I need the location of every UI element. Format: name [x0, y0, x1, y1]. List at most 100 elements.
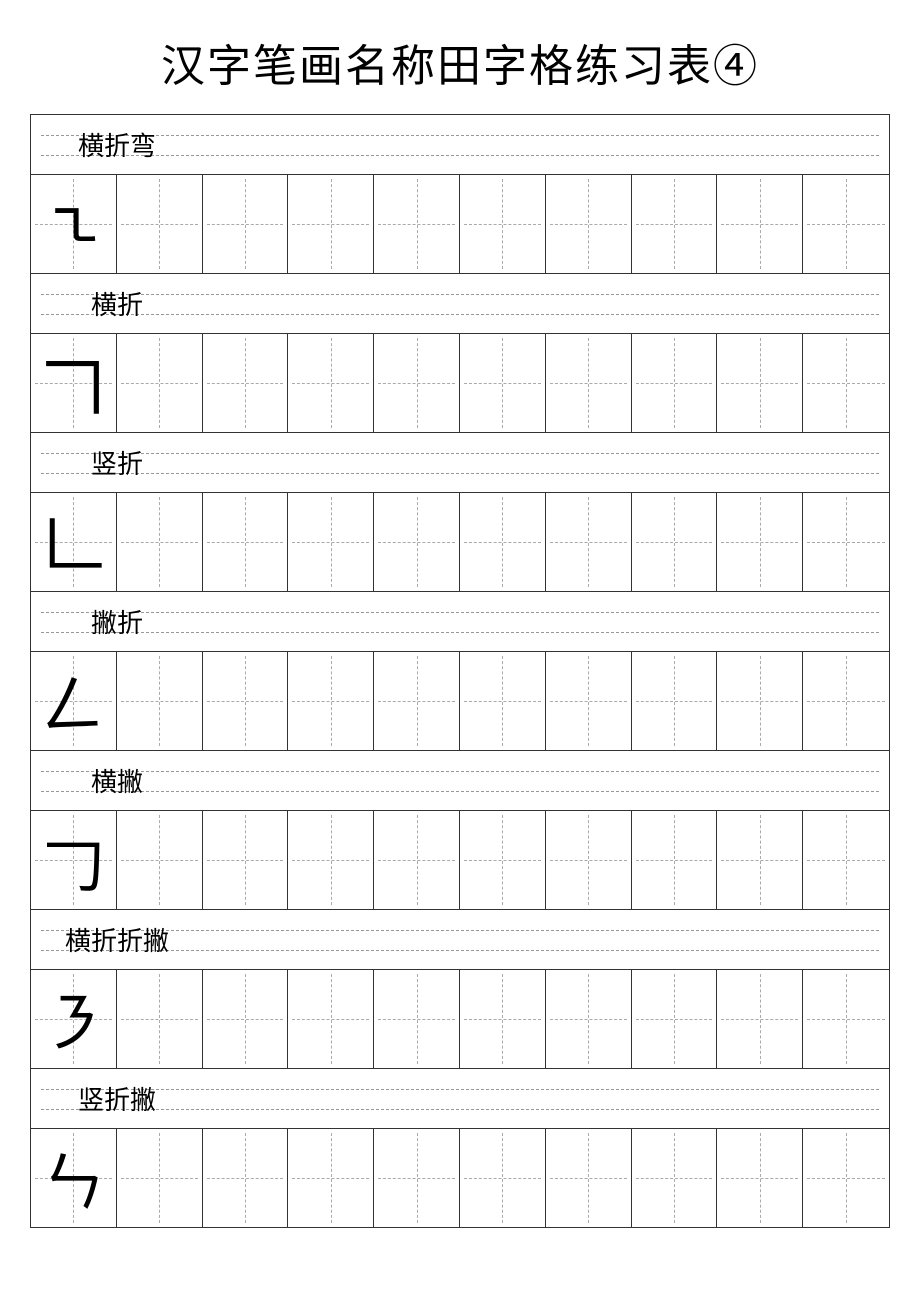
- stroke-name-label: 横撇: [31, 751, 203, 810]
- stroke-glyph: 𠃍: [31, 334, 116, 432]
- tian-cell: [288, 970, 374, 1068]
- stroke-pair: 横折弯㇍: [31, 115, 889, 274]
- tian-cell: [374, 811, 460, 909]
- label-blank: [203, 274, 889, 333]
- tian-cell: [803, 1129, 889, 1227]
- tian-cell: [803, 175, 889, 273]
- stroke-pair: 横折折撇㇋: [31, 910, 889, 1069]
- tian-cell: [460, 493, 546, 591]
- label-row: 横折折撇: [31, 910, 889, 970]
- stroke-name-label: 竖折撇: [31, 1069, 203, 1128]
- tian-cell: [117, 493, 203, 591]
- tian-cell: [546, 334, 632, 432]
- label-blank: [203, 433, 889, 492]
- practice-row: 𠃋: [31, 652, 889, 750]
- label-row: 竖折撇: [31, 1069, 889, 1129]
- tian-cell: [203, 652, 289, 750]
- tian-cell: ㄣ: [31, 1129, 117, 1227]
- tian-cell: [374, 1129, 460, 1227]
- stroke-glyph: 𠃌: [31, 811, 116, 909]
- tian-cell: [632, 334, 718, 432]
- practice-row: ㇋: [31, 970, 889, 1068]
- tian-cell: [288, 493, 374, 591]
- tian-cell: [203, 970, 289, 1068]
- stroke-pair: 横折𠃍: [31, 274, 889, 433]
- tian-cell: [374, 334, 460, 432]
- tian-cell: [374, 493, 460, 591]
- stroke-name-label: 横折弯: [31, 115, 203, 174]
- tian-cell: [460, 811, 546, 909]
- tian-cell: [460, 175, 546, 273]
- tian-cell: [632, 493, 718, 591]
- stroke-glyph: ㇋: [31, 970, 116, 1068]
- tian-cell: 𠃋: [31, 652, 117, 750]
- tian-cell: [288, 652, 374, 750]
- tian-cell: [117, 652, 203, 750]
- label-row: 竖折: [31, 433, 889, 493]
- tian-cell: [717, 493, 803, 591]
- tian-cell: [374, 652, 460, 750]
- tian-cell: [288, 175, 374, 273]
- practice-row: 𠃊: [31, 493, 889, 591]
- tian-cell: ㇍: [31, 175, 117, 273]
- tian-cell: [203, 1129, 289, 1227]
- stroke-name-label: 竖折: [31, 433, 203, 492]
- label-blank: [203, 751, 889, 810]
- stroke-name-label: 横折折撇: [31, 910, 203, 969]
- tian-cell: [717, 334, 803, 432]
- tian-cell: [203, 493, 289, 591]
- stroke-glyph: 𠃊: [31, 493, 116, 591]
- practice-sheet: 横折弯㇍横折𠃍竖折𠃊撇折𠃋横撇𠃌横折折撇㇋竖折撇ㄣ: [30, 114, 890, 1228]
- label-row: 撇折: [31, 592, 889, 652]
- practice-row: ㄣ: [31, 1129, 889, 1227]
- tian-cell: [460, 334, 546, 432]
- stroke-glyph: ㄣ: [31, 1129, 116, 1227]
- tian-cell: [546, 652, 632, 750]
- label-blank: [203, 1069, 889, 1128]
- tian-cell: [117, 811, 203, 909]
- label-blank: [203, 910, 889, 969]
- label-blank: [203, 115, 889, 174]
- stroke-glyph: ㇍: [31, 175, 116, 273]
- tian-cell: [546, 493, 632, 591]
- tian-cell: [288, 334, 374, 432]
- stroke-glyph: 𠃋: [31, 652, 116, 750]
- tian-cell: [803, 334, 889, 432]
- label-row: 横撇: [31, 751, 889, 811]
- stroke-pair: 撇折𠃋: [31, 592, 889, 751]
- tian-cell: [374, 970, 460, 1068]
- practice-row: 𠃍: [31, 334, 889, 432]
- tian-cell: [288, 1129, 374, 1227]
- tian-cell: [460, 652, 546, 750]
- tian-cell: 𠃍: [31, 334, 117, 432]
- tian-cell: [632, 1129, 718, 1227]
- tian-cell: [717, 652, 803, 750]
- tian-cell: [374, 175, 460, 273]
- tian-cell: [717, 970, 803, 1068]
- tian-cell: [203, 811, 289, 909]
- page-title: 汉字笔画名称田字格练习表④: [30, 30, 890, 94]
- tian-cell: [803, 811, 889, 909]
- tian-cell: 𠃊: [31, 493, 117, 591]
- tian-cell: [803, 493, 889, 591]
- tian-cell: [460, 1129, 546, 1227]
- label-row: 横折: [31, 274, 889, 334]
- tian-cell: [117, 1129, 203, 1227]
- tian-cell: [717, 175, 803, 273]
- tian-cell: [717, 1129, 803, 1227]
- tian-cell: [546, 811, 632, 909]
- tian-cell: [203, 175, 289, 273]
- stroke-name-label: 撇折: [31, 592, 203, 651]
- tian-cell: 𠃌: [31, 811, 117, 909]
- tian-cell: [632, 970, 718, 1068]
- tian-cell: [546, 175, 632, 273]
- tian-cell: [117, 175, 203, 273]
- tian-cell: ㇋: [31, 970, 117, 1068]
- tian-cell: [803, 970, 889, 1068]
- tian-cell: [632, 652, 718, 750]
- tian-cell: [460, 970, 546, 1068]
- tian-cell: [632, 175, 718, 273]
- tian-cell: [117, 970, 203, 1068]
- tian-cell: [803, 652, 889, 750]
- label-blank: [203, 592, 889, 651]
